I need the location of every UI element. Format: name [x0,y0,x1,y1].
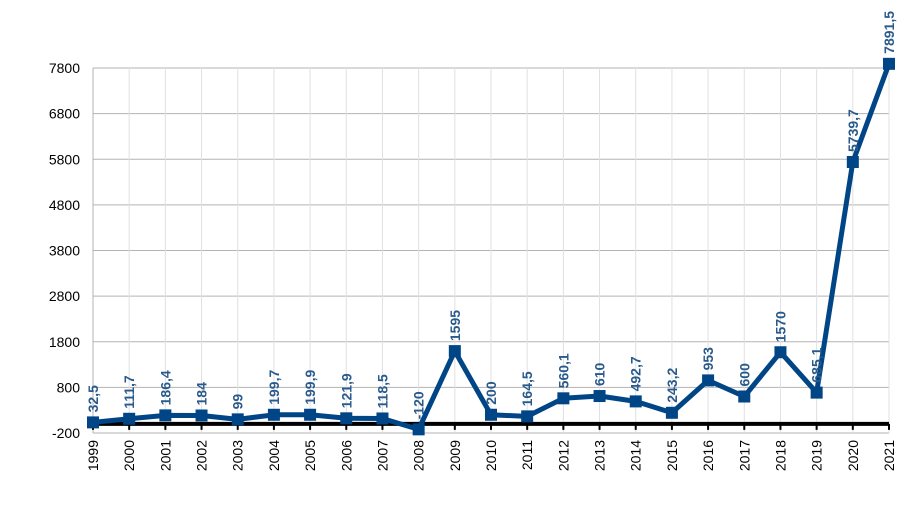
y-tick-label: -200 [52,425,80,441]
y-tick-label: 6800 [49,106,80,122]
data-point-marker [412,423,425,436]
data-point-marker [485,408,497,421]
x-tick-label: 2014 [628,440,644,471]
data-point-marker [521,410,534,423]
x-tick-label: 2021 [881,440,897,471]
data-label: 32,5 [85,385,101,412]
data-label: -120 [411,391,427,419]
x-tick-label: 2011 [519,440,535,470]
data-point-marker [883,57,895,70]
y-axis-tick-labels: -200 800 1800 2800 3800 4800 5800 6800 7800 [49,60,80,441]
data-label: 199,7 [266,370,282,405]
data-label: 184 [194,382,210,406]
data-point-marker [195,409,208,422]
x-tick-label: 2007 [374,440,390,471]
data-point-marker [304,408,317,421]
data-point-marker [267,408,280,421]
data-label: 164,5 [519,371,535,406]
y-tick-label: 7800 [49,60,80,76]
data-point-marker [593,390,606,403]
data-point-marker [376,412,389,425]
series-markers [87,57,895,436]
data-label: 121,9 [338,373,354,408]
data-point-marker [557,392,570,405]
data-label: 492,7 [628,356,644,391]
x-tick-label: 2010 [483,440,499,471]
data-label: 186,4 [157,370,173,405]
data-point-marker [702,374,715,387]
x-tick-label: 2015 [664,440,680,471]
data-label: 5739,7 [845,109,861,152]
data-label: 1570 [772,311,788,342]
x-tick-label: 2020 [845,440,861,471]
data-point-marker [629,395,642,408]
y-tick-label: 5800 [49,151,80,167]
x-axis-tick-labels: 1999 2000 2001 2002 2003 2004 2005 2006 2007 2008… [85,440,897,471]
data-point-marker [87,416,99,429]
y-tick-label: 2800 [49,288,80,304]
x-tick-label: 2004 [266,440,282,471]
data-point-marker [159,409,172,422]
x-tick-label: 1999 [85,440,101,471]
x-tick-label: 2012 [555,440,571,471]
data-label: 111,7 [121,375,137,409]
y-tick-label: 800 [57,379,81,395]
data-label: 600 [736,363,752,387]
zero-line [92,421,890,430]
x-tick-label: 2013 [592,440,608,471]
data-label: 953 [700,347,716,371]
data-point-marker [665,406,678,419]
data-label: 199,9 [302,370,318,405]
y-tick-label: 4800 [49,197,80,213]
x-tick-label: 2000 [121,440,137,471]
data-point-marker [448,345,461,358]
x-tick-label: 2002 [194,440,210,471]
data-point-marker [231,413,244,426]
data-point-marker [340,412,353,425]
y-tick-label: 3800 [49,243,80,259]
data-label: 1595 [447,310,463,341]
data-label: 685,1 [809,347,825,382]
data-labels: 32,5 111,7 186,4 184 99 199,7 199,9 121,9 118,5 -… [85,11,897,420]
data-label: 118,5 [374,374,390,408]
data-label: 610 [592,362,608,386]
data-label: 560,1 [555,353,571,388]
data-point-marker [123,412,136,425]
x-tick-label: 2006 [338,440,354,471]
x-tick-label: 2005 [302,440,318,471]
x-tick-label: 2018 [772,440,788,471]
x-tick-label: 2016 [700,440,716,471]
y-tick-label: 1800 [49,334,80,350]
data-point-marker [738,390,751,403]
data-point-marker [774,346,787,359]
data-point-marker [846,156,859,169]
data-label: 7891,5 [881,11,897,54]
x-tick-label: 2008 [411,440,427,471]
x-tick-label: 2001 [157,440,173,471]
data-label: 243,2 [664,368,680,403]
x-tick-label: 2019 [809,440,825,471]
data-label: 99 [230,394,246,410]
x-tick-label: 2009 [447,440,463,471]
grid-lines [92,67,890,434]
x-tick-label: 2003 [230,440,246,471]
x-tick-label: 2017 [736,440,752,471]
data-point-marker [810,386,823,399]
data-label: 200 [483,381,499,405]
